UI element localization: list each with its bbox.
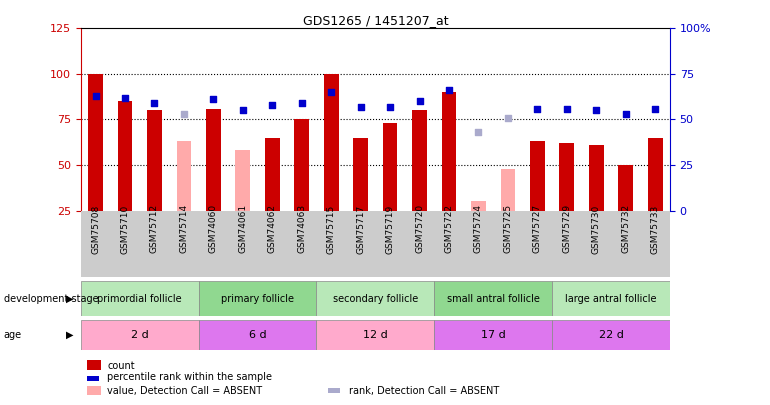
Bar [412, 110, 427, 211]
Text: primordial follicle: primordial follicle [98, 294, 182, 304]
Text: 2 d: 2 d [131, 330, 149, 340]
Text: rank, Detection Call = ABSENT: rank, Detection Call = ABSENT [349, 386, 499, 396]
Point [649, 105, 661, 112]
Text: age: age [4, 330, 22, 340]
Bar [328, 388, 340, 393]
Bar [147, 110, 162, 211]
Point [443, 87, 455, 94]
Point [472, 129, 484, 135]
Bar [199, 320, 316, 350]
Text: 22 d: 22 d [598, 330, 624, 340]
Bar [383, 123, 397, 211]
Bar [199, 281, 316, 316]
Point [354, 103, 367, 110]
Point [502, 114, 514, 121]
Point [384, 103, 397, 110]
Text: ▶: ▶ [65, 294, 73, 304]
Bar [471, 201, 486, 211]
Bar [530, 141, 544, 211]
Bar [316, 281, 434, 316]
Point [296, 100, 308, 106]
Bar [176, 141, 191, 211]
Bar [89, 74, 103, 211]
Bar [324, 74, 339, 211]
Bar [87, 376, 99, 381]
Text: value, Detection Call = ABSENT: value, Detection Call = ABSENT [107, 386, 263, 396]
Bar [618, 165, 633, 211]
Bar [589, 145, 604, 211]
Point [89, 92, 102, 99]
Text: count: count [107, 360, 135, 371]
Point [178, 111, 190, 117]
Point [590, 107, 602, 113]
Bar [87, 360, 102, 369]
Text: 17 d: 17 d [480, 330, 506, 340]
Point [119, 94, 131, 101]
Text: 6 d: 6 d [249, 330, 266, 340]
Point [325, 89, 337, 96]
Bar [434, 281, 552, 316]
Text: primary follicle: primary follicle [221, 294, 294, 304]
Bar [434, 320, 552, 350]
Bar [81, 320, 199, 350]
Bar [294, 119, 309, 211]
Text: large antral follicle: large antral follicle [565, 294, 657, 304]
Bar [552, 281, 670, 316]
Bar [560, 143, 574, 211]
Point [561, 105, 573, 112]
Bar [500, 168, 515, 211]
Text: secondary follicle: secondary follicle [333, 294, 418, 304]
Text: 12 d: 12 d [363, 330, 388, 340]
Text: ▶: ▶ [65, 330, 73, 340]
Bar [206, 109, 221, 211]
Point [620, 111, 632, 117]
Text: small antral follicle: small antral follicle [447, 294, 540, 304]
Bar [442, 92, 457, 211]
Point [149, 100, 161, 106]
Bar [353, 138, 368, 211]
Bar [552, 320, 670, 350]
Text: percentile rank within the sample: percentile rank within the sample [107, 372, 273, 382]
Bar [118, 101, 132, 211]
Bar [265, 138, 280, 211]
Bar [648, 138, 662, 211]
Point [266, 102, 279, 108]
Bar [87, 386, 102, 395]
Point [236, 107, 249, 113]
Text: development stage: development stage [4, 294, 99, 304]
Title: GDS1265 / 1451207_at: GDS1265 / 1451207_at [303, 14, 448, 27]
Bar [81, 281, 199, 316]
Bar [236, 150, 250, 211]
Bar [316, 320, 434, 350]
Point [531, 105, 544, 112]
Point [207, 96, 219, 103]
Point [413, 98, 426, 104]
